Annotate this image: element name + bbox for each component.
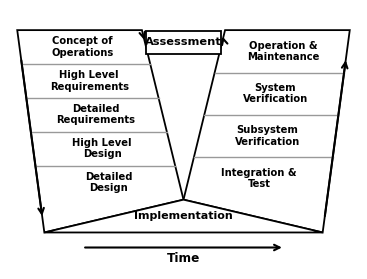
Polygon shape	[44, 200, 323, 232]
Text: System
Verification: System Verification	[243, 83, 308, 104]
Text: Detailed
Design: Detailed Design	[85, 172, 132, 193]
Text: High Level
Requirements: High Level Requirements	[50, 70, 129, 92]
Text: Concept of
Operations: Concept of Operations	[52, 37, 114, 58]
Text: Assessment: Assessment	[145, 37, 222, 47]
Text: Time: Time	[167, 252, 200, 266]
FancyBboxPatch shape	[146, 31, 221, 54]
Text: Operation &
Maintenance: Operation & Maintenance	[247, 41, 320, 62]
Polygon shape	[17, 30, 184, 232]
Text: Subsystem
Verification: Subsystem Verification	[235, 126, 300, 147]
Polygon shape	[184, 30, 350, 232]
Text: Integration &
Test: Integration & Test	[221, 168, 297, 189]
Text: High Level
Design: High Level Design	[72, 138, 132, 159]
Text: Implementation: Implementation	[134, 211, 233, 221]
Text: Detailed
Requirements: Detailed Requirements	[56, 104, 135, 126]
